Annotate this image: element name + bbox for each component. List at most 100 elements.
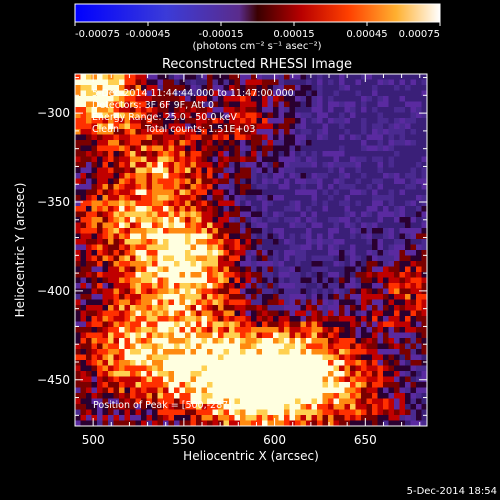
heatmap-cell [284,261,290,267]
heatmap-cell [322,255,329,262]
heatmap-cell [289,107,296,113]
heatmap-cell [163,283,169,289]
heatmap-cell [317,140,323,146]
heatmap-cell [80,118,87,124]
heatmap-cell [245,327,252,333]
heatmap-cell [245,349,252,355]
heatmap-cell [229,283,235,289]
heatmap-cell [245,96,252,102]
heatmap-cell [377,123,384,130]
heatmap-cell [295,206,301,212]
heatmap-cell [97,272,103,278]
heatmap-cell [295,420,301,427]
heatmap-cell [240,228,246,234]
heatmap-cell [234,79,241,86]
heatmap-cell [185,310,191,317]
heatmap-cell [157,173,164,179]
heatmap-cell [350,112,356,119]
heatmap-cell [234,420,241,427]
heatmap-cell [344,376,351,383]
heatmap-cell [267,162,274,168]
heatmap-cell [344,79,351,86]
heatmap-cell [97,239,103,245]
heatmap-cell [339,244,345,251]
heatmap-cell [405,85,411,91]
heatmap-cell [201,184,208,190]
heatmap-cell [91,393,98,399]
heatmap-cell [383,288,389,295]
heatmap-cell [399,398,406,405]
heatmap-cell [245,332,252,339]
heatmap-cell [306,228,312,234]
heatmap-cell [240,74,246,80]
heatmap-cell [141,217,147,223]
heatmap-cell [86,118,92,124]
heatmap-cell [113,299,120,306]
heatmap-cell [267,156,274,163]
heatmap-cell [130,107,136,113]
heatmap-cell [355,266,362,273]
heatmap-cell [383,145,389,152]
heatmap-cell [75,294,81,300]
heatmap-cell [273,261,279,267]
heatmap-cell [306,409,312,416]
heatmap-cell [405,162,411,168]
heatmap-cell [372,338,378,344]
heatmap-cell [350,393,356,399]
heatmap-cell [141,79,147,86]
heatmap-cell [361,360,367,366]
heatmap-cell [163,354,169,361]
heatmap-cell [416,195,422,201]
heatmap-cell [130,96,136,102]
heatmap-cell [289,156,296,163]
heatmap-cell [168,195,175,201]
heatmap-cell [190,305,197,311]
heatmap-cell [190,299,197,306]
heatmap-cell [141,393,147,399]
heatmap-cell [251,266,257,273]
heatmap-cell [284,90,290,97]
heatmap-cell [201,156,208,163]
heatmap-cell [366,200,373,207]
heatmap-cell [306,162,312,168]
heatmap-cell [218,140,224,146]
heatmap-cell [306,404,312,410]
heatmap-cell [185,349,191,355]
heatmap-cell [361,233,367,240]
heatmap-cell [223,365,230,372]
heatmap-cell [141,118,147,124]
heatmap-cell [240,206,246,212]
heatmap-cell [174,272,180,278]
heatmap-cell [421,283,428,289]
heatmap-cell [102,156,109,163]
heatmap-cell [223,371,230,377]
heatmap-cell [322,371,329,377]
heatmap-cell [300,338,307,344]
heatmap-cell [196,189,202,196]
heatmap-cell [102,382,109,388]
heatmap-cell [328,167,334,174]
heatmap-cell [124,85,131,91]
heatmap-cell [240,272,246,278]
heatmap-cell [328,415,334,421]
heatmap-cell [394,420,400,427]
heatmap-cell [377,90,384,97]
heatmap-cell [383,354,389,361]
heatmap-cell [405,233,411,240]
heatmap-cell [251,96,257,102]
heatmap-cell [278,371,285,377]
heatmap-cell [130,189,136,196]
heatmap-cell [119,156,125,163]
heatmap-cell [410,310,417,317]
heatmap-cell [377,233,384,240]
heatmap-cell [372,167,378,174]
heatmap-cell [421,277,428,284]
heatmap-cell [311,360,318,366]
heatmap-cell [119,288,125,295]
heatmap-cell [185,354,191,361]
heatmap-cell [113,107,120,113]
heatmap-cell [267,387,274,394]
heatmap-cell [251,206,257,212]
heatmap-cell [394,244,400,251]
heatmap-cell [372,420,378,427]
